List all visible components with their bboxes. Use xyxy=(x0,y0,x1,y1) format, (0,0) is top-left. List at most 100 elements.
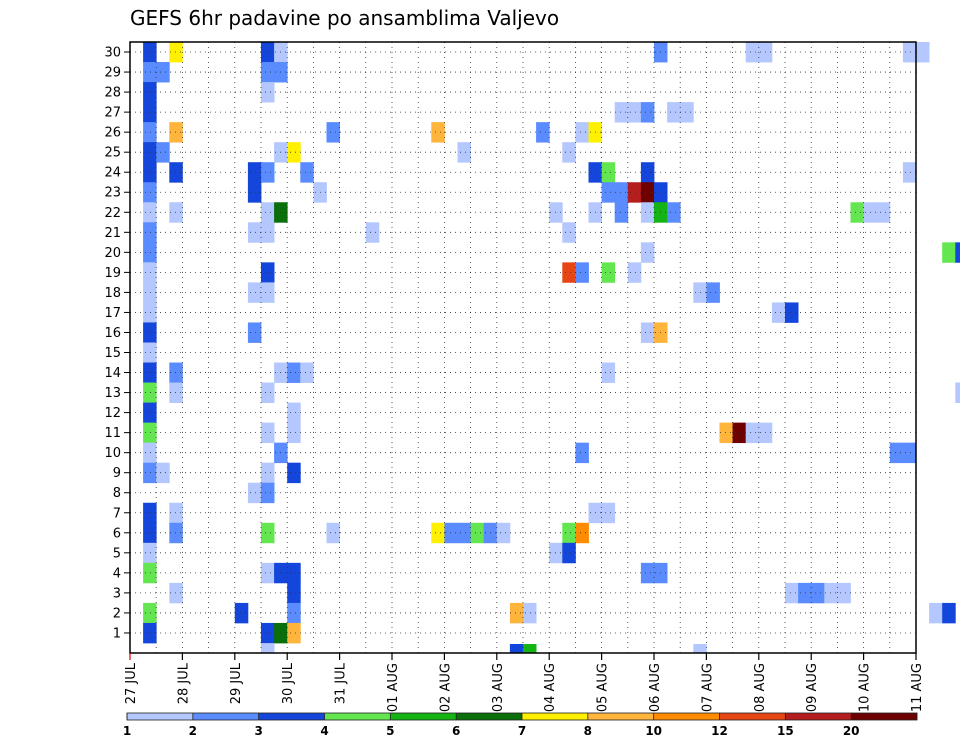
heatmap-cell xyxy=(261,462,275,484)
y-tick-label: 20 xyxy=(104,246,121,261)
legend-label: 7 xyxy=(518,724,526,738)
heatmap-cell xyxy=(143,422,157,444)
x-tick-label: 03 AUG xyxy=(491,663,506,712)
legend-label: 8 xyxy=(584,724,592,738)
heatmap-cell xyxy=(143,522,157,544)
heatmap-cell xyxy=(143,142,157,163)
y-tick-label: 29 xyxy=(104,66,121,81)
y-tick-label: 6 xyxy=(113,526,121,541)
heatmap-cell xyxy=(169,502,183,524)
heatmap-cell xyxy=(942,602,956,624)
heatmap-cell xyxy=(955,242,960,263)
x-tick-label: 04 AUG xyxy=(543,663,558,712)
heatmap-cell xyxy=(627,102,642,123)
heatmap-cell xyxy=(261,643,275,653)
heatmap-cell xyxy=(575,522,589,544)
heatmap-cell xyxy=(247,322,262,343)
heatmap-cell xyxy=(640,202,655,223)
heatmap-cell xyxy=(156,462,170,484)
heatmap-cell xyxy=(261,482,275,504)
heatmap-cell xyxy=(300,162,314,183)
heatmap-cell xyxy=(143,602,157,624)
heatmap-cell xyxy=(143,162,157,183)
y-tick-label: 3 xyxy=(113,586,121,601)
y-axis: 1234567891011121314151617181920212223242… xyxy=(104,46,130,641)
grid xyxy=(130,42,916,653)
legend-label: 2 xyxy=(189,724,197,738)
heatmap-cell xyxy=(916,42,930,63)
heatmap-cell xyxy=(287,602,301,624)
heatmap-cell xyxy=(745,422,760,444)
heatmap-cell xyxy=(706,282,720,303)
legend-swatch xyxy=(785,713,852,720)
heatmap-cell xyxy=(143,242,157,263)
heatmap-cell xyxy=(640,322,655,343)
y-tick-label: 14 xyxy=(104,366,121,381)
legend-label: 3 xyxy=(254,724,262,738)
heatmap-cell xyxy=(640,562,655,584)
heatmap-cell xyxy=(143,342,157,363)
heatmap-cell xyxy=(575,122,589,143)
heatmap-cell xyxy=(876,202,891,223)
heatmap-cell xyxy=(627,262,642,283)
y-tick-label: 21 xyxy=(104,226,121,241)
legend-swatch xyxy=(127,713,194,720)
legend-swatch xyxy=(324,713,391,720)
legend-swatch xyxy=(851,713,918,720)
heatmap-cell xyxy=(745,42,760,63)
y-tick-label: 16 xyxy=(104,326,121,341)
y-tick-label: 5 xyxy=(113,546,121,561)
legend-swatch xyxy=(719,713,786,720)
legend-swatch xyxy=(653,713,720,720)
heatmap-cell xyxy=(837,582,851,604)
heatmap-cell xyxy=(496,522,511,544)
heatmap-cell xyxy=(143,542,157,564)
legend: 1 2 3 4 5 6 7 8 10 12 15 20 xyxy=(123,712,918,738)
y-tick-label: 23 xyxy=(104,186,121,201)
heatmap-cell xyxy=(614,182,629,203)
heatmap-cell xyxy=(143,42,157,63)
heatmap-cell xyxy=(680,102,694,123)
heatmap-cell xyxy=(431,122,445,143)
y-tick-label: 22 xyxy=(104,206,121,221)
heatmap-cell xyxy=(811,582,825,604)
heatmap-cell xyxy=(287,462,301,484)
heatmap-cell xyxy=(143,302,157,323)
heatmap-cell xyxy=(824,582,838,604)
x-tick-label: 07 AUG xyxy=(700,663,715,712)
heatmap-cell xyxy=(156,142,170,163)
x-tick-label: 30 JUL xyxy=(281,662,296,704)
heatmap-cell xyxy=(614,102,629,123)
heatmap-cell xyxy=(261,82,275,103)
heatmap-cell xyxy=(261,422,275,444)
x-tick-label: 09 AUG xyxy=(805,663,820,712)
heatmap-cell xyxy=(523,643,537,653)
legend-swatch xyxy=(456,713,523,720)
heatmap-cell xyxy=(143,62,157,83)
heatmap-cell xyxy=(261,522,275,544)
x-tick-label: 08 AUG xyxy=(753,663,768,712)
heatmap-cell xyxy=(326,522,340,544)
x-tick-label: 01 AUG xyxy=(386,663,401,712)
legend-swatch xyxy=(258,713,325,720)
y-tick-label: 11 xyxy=(104,426,121,441)
heatmap-cell xyxy=(287,622,301,644)
legend-label: 10 xyxy=(645,724,662,738)
heatmap-cell xyxy=(261,262,275,283)
y-tick-label: 17 xyxy=(104,306,121,321)
heatmap-cell xyxy=(601,362,616,383)
heatmap-cell xyxy=(143,462,157,484)
x-tick-label: 11 AUG xyxy=(910,663,925,712)
heatmap-cell xyxy=(771,302,786,323)
heatmap-cell xyxy=(247,282,262,303)
heatmap-cell xyxy=(562,142,576,163)
heatmap-cell xyxy=(562,222,576,243)
heatmap-cell xyxy=(509,602,524,624)
heatmap-cell xyxy=(247,182,262,203)
legend-label: 15 xyxy=(777,724,794,738)
x-tick-label: 02 AUG xyxy=(438,663,453,712)
heatmap-cell xyxy=(143,362,157,383)
heatmap-cell xyxy=(942,242,956,263)
heatmap-cell xyxy=(785,302,799,323)
heatmap-cell xyxy=(902,42,917,63)
